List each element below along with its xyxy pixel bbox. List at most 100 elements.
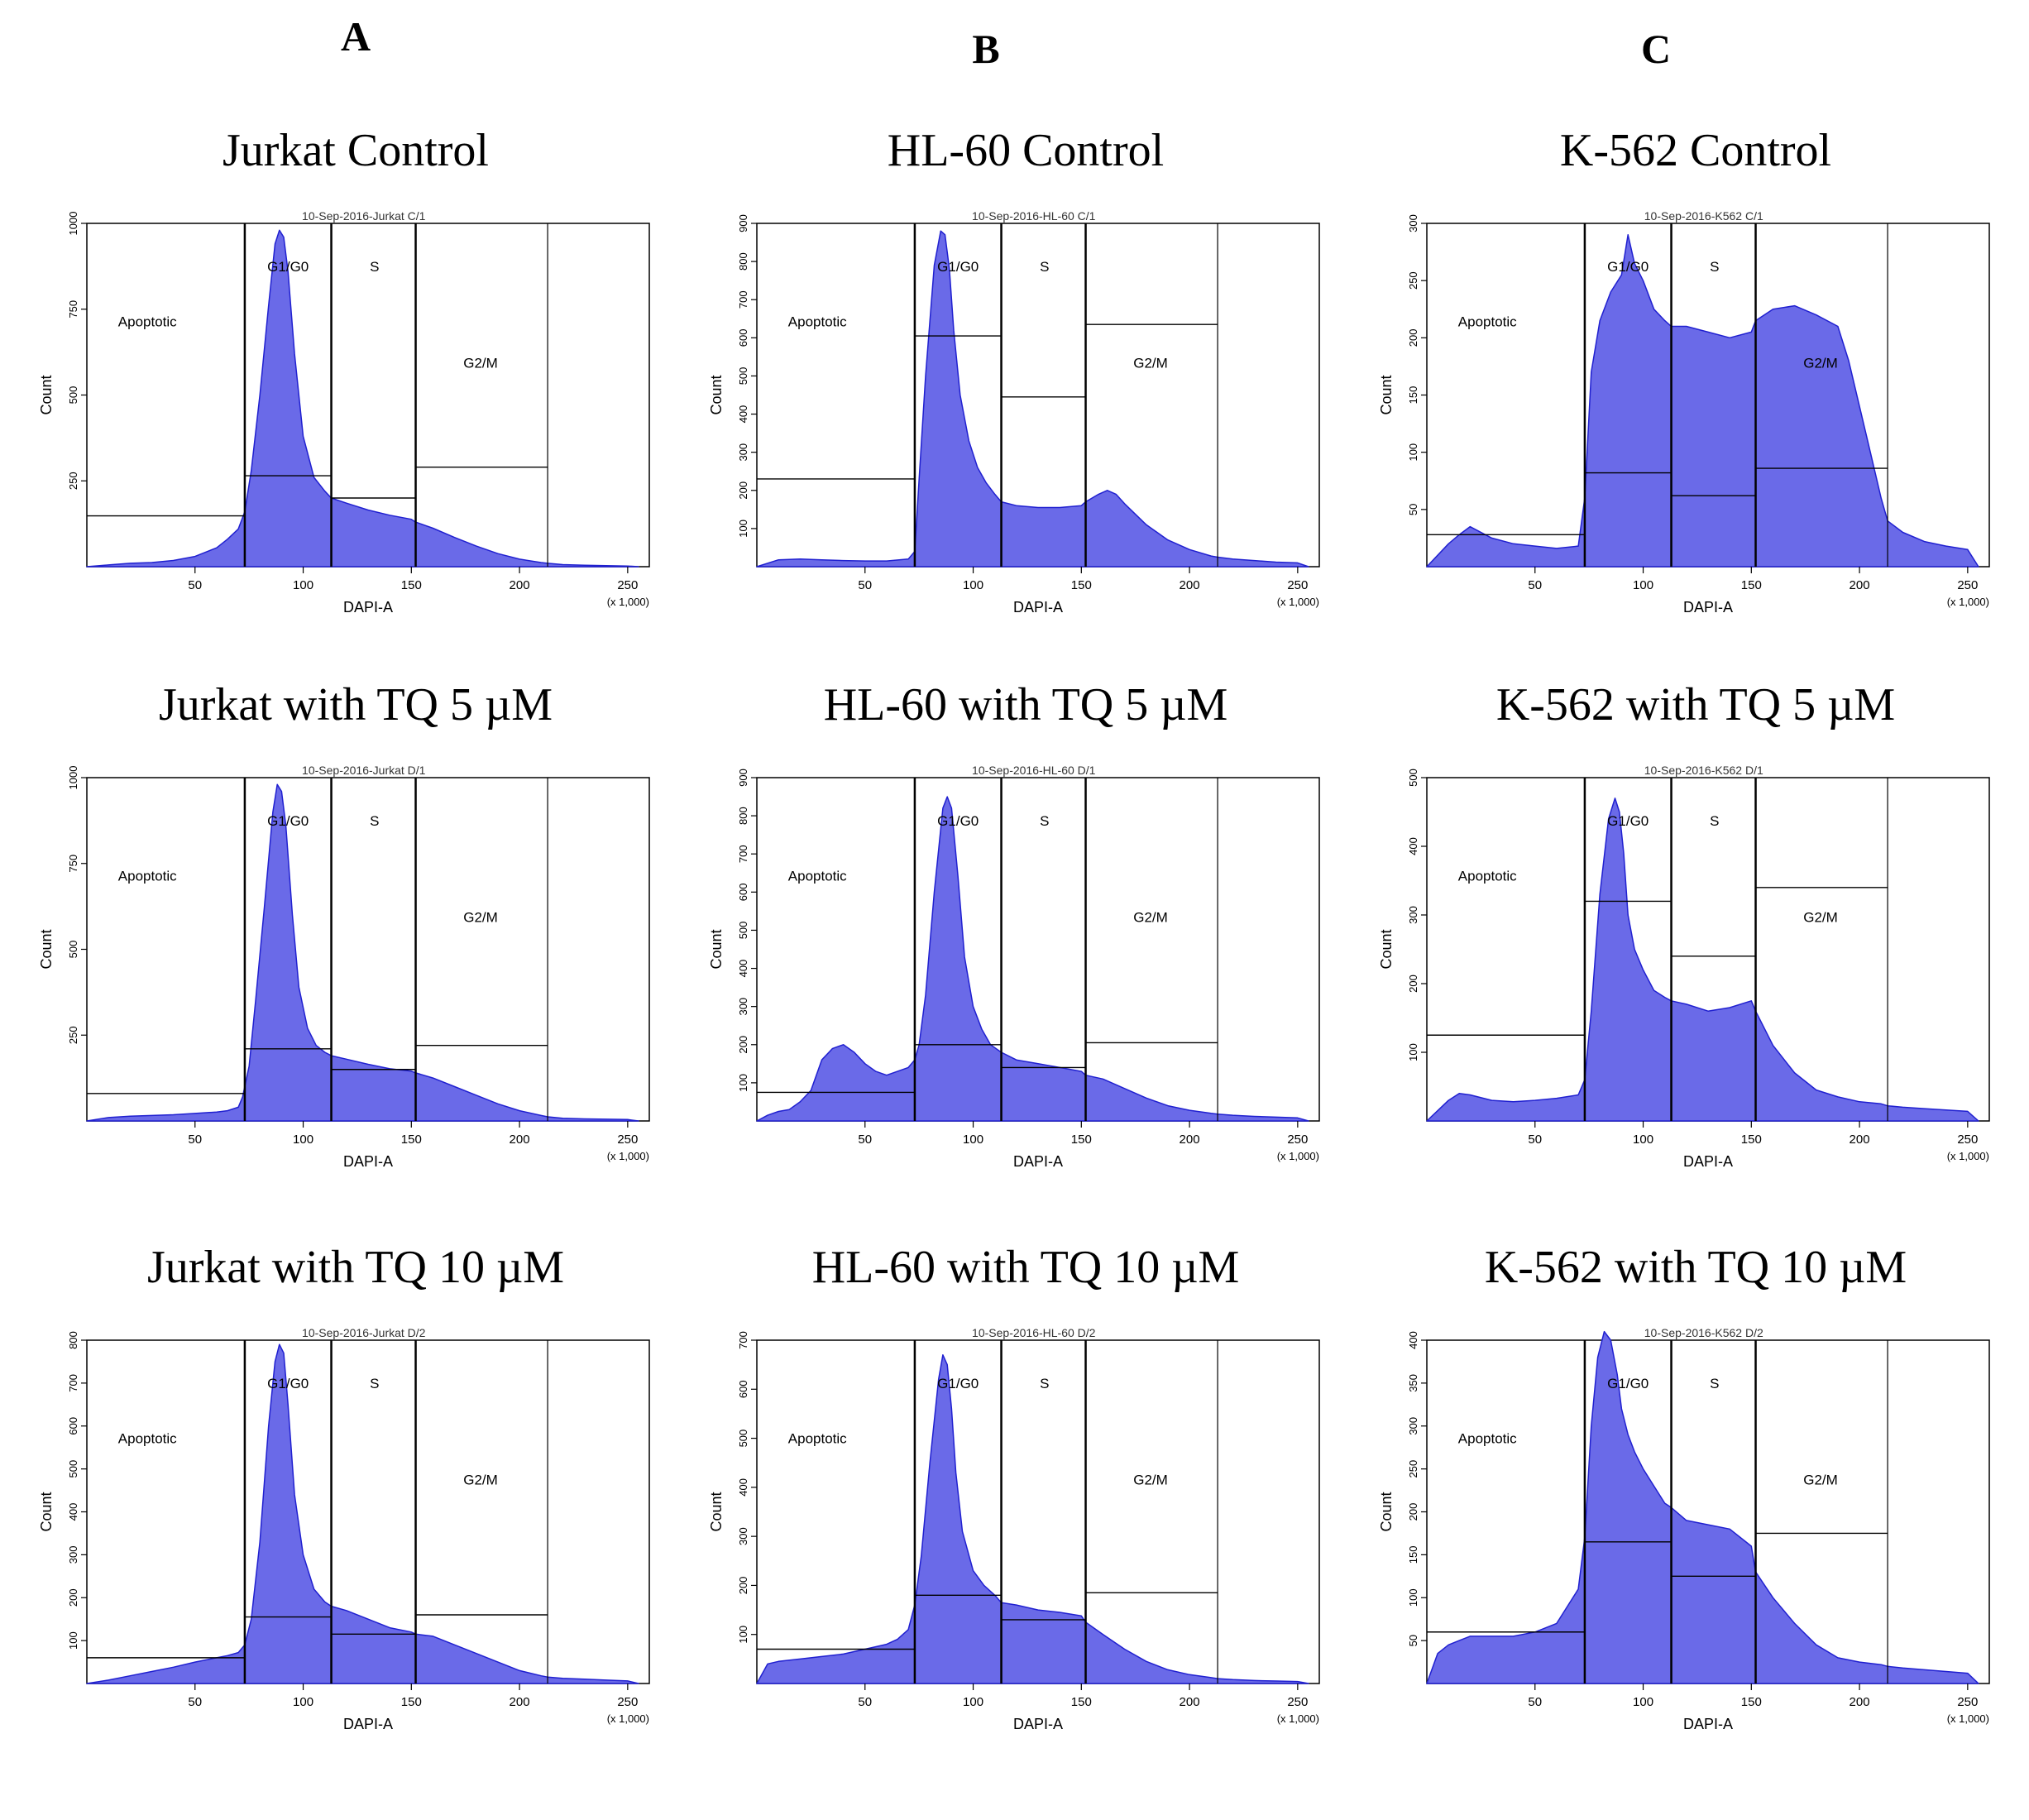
gate-label-g1g0: G1/G0 <box>937 1376 979 1391</box>
gate-label-g2m: G2/M <box>1803 1472 1838 1487</box>
panel-title: Jurkat Control <box>223 125 489 176</box>
x-tick-label: 250 <box>617 578 638 592</box>
y-tick-label: 500 <box>737 922 749 940</box>
y-axis-label: Count <box>38 375 55 414</box>
x-tick-label: 50 <box>188 578 202 592</box>
y-tick-label: 300 <box>1407 214 1419 232</box>
histogram-area <box>756 796 1309 1122</box>
histogram-panel: K-562 with TQ 10 µM 10-Sep-2016-K562 D/2 A… <box>1373 1241 2018 1820</box>
histogram-panel: HL-60 with TQ 5 µM 10-Sep-2016-HL-60 D/1 A… <box>703 678 1348 1257</box>
histogram-area <box>86 1343 639 1684</box>
panel-title: K-562 with TQ 10 µM <box>1484 1242 1907 1293</box>
gate-label-g2m: G2/M <box>463 1472 498 1487</box>
x-tick-label: 250 <box>1957 1695 1978 1709</box>
gate-label-g1g0: G1/G0 <box>267 259 309 275</box>
y-tick-label: 500 <box>67 386 79 405</box>
column-label-c: C <box>1640 26 1672 72</box>
x-tick-label: 150 <box>1741 578 1762 592</box>
x-tick-label: 200 <box>510 578 530 592</box>
panel-title: Jurkat with TQ 10 µM <box>146 1242 565 1293</box>
x-tick-label: 250 <box>1287 1695 1308 1709</box>
x-scale-note: (x 1,000) <box>607 1712 649 1725</box>
y-tick-label: 200 <box>737 1577 749 1595</box>
dna-content-histogram: 10-Sep-2016-K562 D/2 Apoptotic G1/G0 S G2/M 5… <box>1378 1326 1990 1732</box>
gate-label-g1g0: G1/G0 <box>267 1376 309 1391</box>
gate-label-s: S <box>370 1376 379 1391</box>
dna-content-histogram: 10-Sep-2016-HL-60 D/2 Apoptotic G1/G0 S G2/M… <box>708 1326 1320 1732</box>
plot-header: 10-Sep-2016-HL-60 D/1 <box>972 764 1096 777</box>
histogram-panel: HL-60 Control 10-Sep-2016-HL-60 C/1 Apopto… <box>703 124 1348 703</box>
y-axis-label: Count <box>38 929 55 969</box>
y-tick-label: 400 <box>737 1478 749 1497</box>
plot-header: 10-Sep-2016-HL-60 D/2 <box>972 1326 1096 1339</box>
y-tick-label: 100 <box>67 1631 79 1650</box>
y-tick-label: 50 <box>1407 504 1419 515</box>
x-tick-label: 250 <box>1957 578 1978 592</box>
dna-content-histogram: 10-Sep-2016-Jurkat D/1 Apoptotic G1/G0 S G2/… <box>38 764 650 1170</box>
histogram-panel: K-562 with TQ 5 µM 10-Sep-2016-K562 D/1 Ap… <box>1373 678 2018 1257</box>
gate-label-s: S <box>1710 813 1719 829</box>
dna-content-histogram: 10-Sep-2016-K562 D/1 Apoptotic G1/G0 S G2/M 5… <box>1378 764 1990 1170</box>
dna-content-histogram: 10-Sep-2016-K562 C/1 Apoptotic G1/G0 S G2/M 5… <box>1378 209 1990 615</box>
x-tick-label: 200 <box>510 1133 530 1147</box>
y-tick-label: 400 <box>1407 837 1419 855</box>
x-tick-label: 150 <box>401 1695 422 1709</box>
y-tick-label: 400 <box>1407 1331 1419 1349</box>
y-tick-label: 1000 <box>67 766 79 790</box>
gate-label-g1g0: G1/G0 <box>1607 813 1649 829</box>
histogram-area <box>1426 234 1979 568</box>
gate-label-g2m: G2/M <box>463 355 498 371</box>
gate-label-s: S <box>1040 813 1049 829</box>
y-tick-label: 100 <box>737 1626 749 1644</box>
x-tick-label: 100 <box>1633 1133 1653 1147</box>
x-tick-label: 250 <box>617 1133 638 1147</box>
gate-label-apoptotic: Apoptotic <box>118 314 177 330</box>
gate-label-apoptotic: Apoptotic <box>788 1431 847 1447</box>
gate-label-s: S <box>1040 259 1049 275</box>
y-tick-label: 200 <box>1407 328 1419 347</box>
gate-label-g2m: G2/M <box>1133 909 1168 925</box>
x-tick-label: 50 <box>1528 578 1542 592</box>
x-tick-label: 150 <box>1071 1695 1092 1709</box>
x-tick-label: 50 <box>858 1133 872 1147</box>
x-axis-label: DAPI-A <box>1683 599 1733 615</box>
x-scale-note: (x 1,000) <box>1947 1150 1989 1162</box>
plot-header: 10-Sep-2016-K562 D/2 <box>1644 1326 1763 1339</box>
gate-label-apoptotic: Apoptotic <box>1458 314 1517 330</box>
gate-label-g2m: G2/M <box>1803 355 1838 371</box>
x-tick-label: 200 <box>1180 1133 1200 1147</box>
x-axis-label: DAPI-A <box>343 1153 393 1170</box>
x-tick-label: 250 <box>1287 578 1308 592</box>
dna-content-histogram: 10-Sep-2016-HL-60 D/1 Apoptotic G1/G0 S G2/M… <box>708 764 1320 1170</box>
x-tick-label: 100 <box>963 1695 983 1709</box>
y-axis-label: Count <box>708 375 725 414</box>
x-scale-note: (x 1,000) <box>1947 1712 1989 1725</box>
y-tick-label: 100 <box>1407 443 1419 462</box>
x-tick-label: 150 <box>1071 578 1092 592</box>
plot-header: 10-Sep-2016-Jurkat C/1 <box>302 209 426 223</box>
y-tick-label: 150 <box>1407 386 1419 405</box>
y-tick-label: 600 <box>67 1417 79 1435</box>
panel-title: HL-60 with TQ 10 µM <box>811 1242 1240 1293</box>
y-tick-label: 700 <box>737 845 749 863</box>
x-axis-label: DAPI-A <box>1013 599 1063 615</box>
gate-label-s: S <box>1040 1376 1049 1391</box>
x-scale-note: (x 1,000) <box>607 596 649 608</box>
x-scale-note: (x 1,000) <box>1277 596 1319 608</box>
gate-label-g1g0: G1/G0 <box>1607 259 1649 275</box>
gate-label-apoptotic: Apoptotic <box>118 1431 177 1447</box>
y-tick-label: 500 <box>1407 769 1419 787</box>
x-tick-label: 50 <box>858 1695 872 1709</box>
column-label-b: B <box>972 26 1000 72</box>
y-tick-label: 300 <box>1407 906 1419 924</box>
histogram-area <box>1426 1330 1979 1684</box>
x-tick-label: 50 <box>188 1695 202 1709</box>
y-tick-label: 200 <box>1407 975 1419 993</box>
panel-title: K-562 Control <box>1559 125 1832 176</box>
x-axis-label: DAPI-A <box>343 1716 393 1732</box>
gate-label-g1g0: G1/G0 <box>1607 1376 1649 1391</box>
x-scale-note: (x 1,000) <box>1277 1150 1319 1162</box>
x-tick-label: 100 <box>963 1133 983 1147</box>
gate-label-g2m: G2/M <box>1133 1472 1168 1487</box>
plot-header: 10-Sep-2016-K562 D/1 <box>1644 764 1763 777</box>
